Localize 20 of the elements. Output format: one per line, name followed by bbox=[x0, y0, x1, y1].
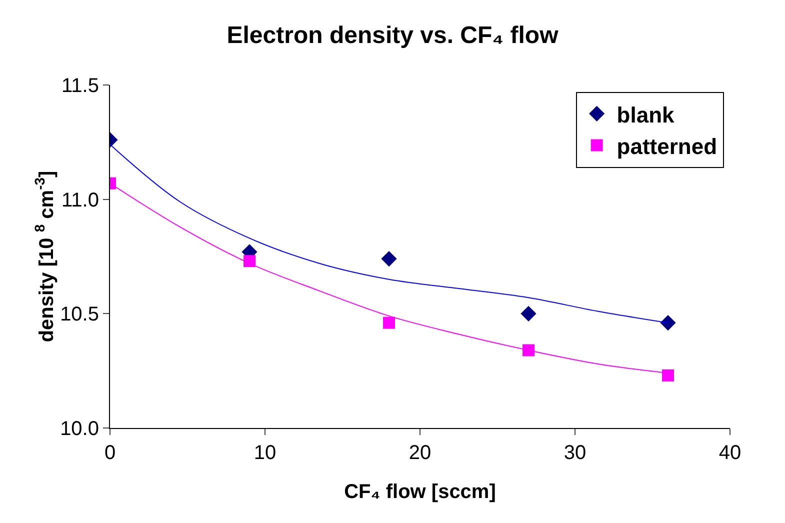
point bbox=[383, 316, 395, 329]
x-tick-label: 0 bbox=[104, 442, 116, 464]
point bbox=[522, 344, 534, 356]
point bbox=[244, 255, 256, 268]
point bbox=[381, 250, 397, 267]
point bbox=[662, 369, 674, 382]
y-tick-label: 11.5 bbox=[62, 75, 99, 97]
y-tick-label: 11.0 bbox=[62, 189, 99, 212]
legend-label: patterned bbox=[616, 134, 718, 159]
point bbox=[520, 306, 536, 322]
x-tick-label: 30 bbox=[564, 442, 586, 464]
x-tick-label: 40 bbox=[718, 442, 742, 464]
x-tick-label: 20 bbox=[408, 442, 432, 464]
y-tick-label: 10.0 bbox=[60, 418, 99, 440]
legend-label: blank bbox=[616, 102, 676, 128]
x-tick-label: 10 bbox=[254, 442, 276, 464]
point bbox=[660, 315, 676, 331]
chart-title: Electron density vs. CF₄ flow bbox=[226, 22, 559, 49]
x-axis-title: CF₄ flow [sccm] bbox=[344, 481, 496, 503]
y-tick-label: 10.5 bbox=[60, 304, 99, 326]
